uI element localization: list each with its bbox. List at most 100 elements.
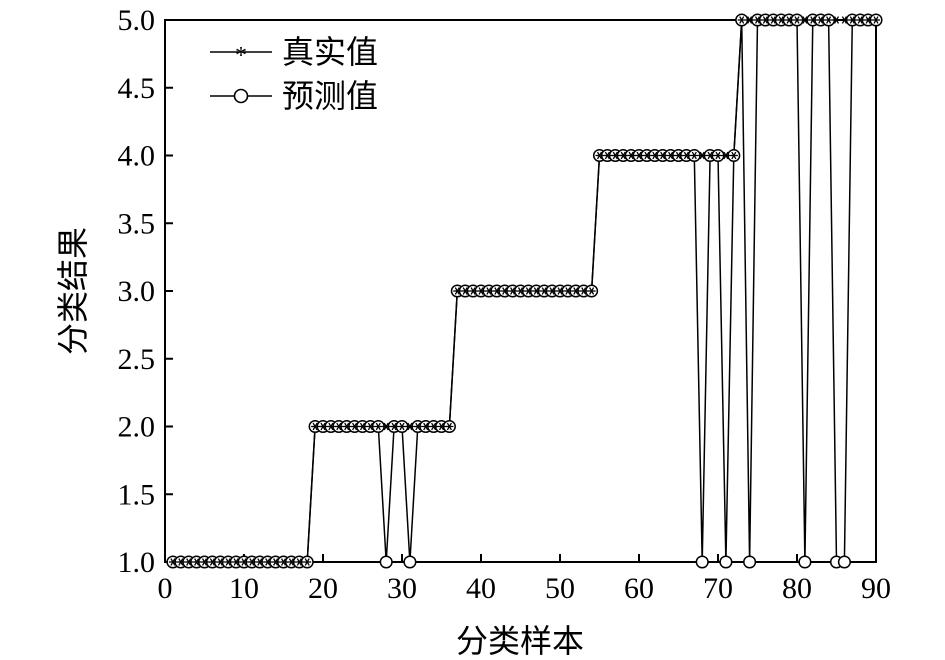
true-point [263, 558, 272, 566]
true-point [232, 558, 241, 566]
true-point [666, 151, 675, 160]
x-tick-label: 10 [229, 572, 259, 605]
true-point [477, 287, 485, 295]
true-point [500, 287, 509, 295]
true-point [587, 287, 596, 295]
true-point [279, 558, 288, 566]
true-point [856, 16, 865, 24]
true-point [240, 558, 248, 566]
true-point [619, 151, 628, 160]
true-point [271, 558, 280, 566]
true-point [840, 16, 849, 24]
predicted-point [837, 555, 851, 569]
true-point [864, 16, 873, 24]
legend-label-true: 真实值 [282, 34, 378, 70]
true-point [737, 16, 746, 24]
true-point [429, 422, 438, 431]
true-point [461, 287, 470, 295]
y-tick-label: 4.5 [118, 72, 156, 105]
x-axis-title: 分类样本 [456, 623, 584, 659]
true-point [682, 151, 691, 160]
x-tick-label: 50 [545, 572, 575, 605]
true-point [342, 422, 351, 431]
y-tick-label: 1.5 [118, 478, 156, 511]
true-point [224, 558, 233, 566]
x-tick-label: 80 [782, 572, 812, 605]
legend-entry-true: * 真实值 [210, 34, 378, 70]
true-point [421, 422, 430, 431]
legend-star-marker: * [235, 43, 247, 69]
true-point [508, 287, 517, 295]
y-tick-label: 1.0 [118, 546, 156, 579]
true-point [706, 151, 715, 160]
predicted-point [743, 555, 757, 569]
true-point [793, 16, 801, 24]
predicted-point [695, 555, 709, 569]
true-point [469, 287, 478, 295]
true-point [753, 16, 762, 24]
legend: * 真实值 预测值 [210, 34, 378, 114]
true-point [777, 16, 786, 24]
true-point [168, 558, 177, 566]
true-point [390, 422, 399, 431]
true-point [832, 16, 841, 24]
true-point [303, 558, 312, 566]
plot-area [166, 13, 883, 569]
true-point [184, 558, 193, 566]
true-point [579, 287, 588, 295]
true-point [674, 151, 683, 160]
true-point [192, 558, 201, 566]
true-point [635, 151, 643, 160]
true-point [311, 422, 320, 431]
predicted-point [403, 555, 417, 569]
true-point [176, 558, 185, 566]
x-tick-label: 30 [387, 572, 417, 605]
true-point [721, 151, 730, 160]
true-point [516, 287, 525, 295]
true-point [769, 16, 778, 24]
true-point [319, 422, 327, 431]
legend-entry-predicted: 预测值 [210, 78, 378, 114]
true-point [437, 422, 446, 431]
true-point [603, 151, 612, 160]
true-point [714, 151, 722, 160]
true-point [824, 16, 833, 24]
predicted-point [798, 555, 812, 569]
true-point [398, 422, 406, 431]
true-point [745, 16, 754, 24]
legend-label-predicted: 预测值 [282, 78, 378, 114]
true-point [571, 287, 580, 295]
y-axis: 1.0 1.5 2.0 2.5 3.0 3.5 4.0 4.5 5.0 [118, 4, 173, 579]
true-point [445, 422, 454, 431]
true-point [872, 16, 880, 24]
true-point [326, 422, 335, 431]
true-point [255, 558, 264, 566]
true-point [366, 422, 375, 431]
y-tick-label: 5.0 [118, 4, 156, 37]
x-tick-label: 70 [703, 572, 733, 605]
predicted-point [379, 555, 393, 569]
true-point [627, 151, 636, 160]
x-tick-label: 90 [861, 572, 891, 605]
true-point [492, 287, 501, 295]
true-point [295, 558, 304, 566]
predicted-point [719, 555, 733, 569]
true-point [208, 558, 217, 566]
true-point [563, 287, 572, 295]
y-tick-label: 3.5 [118, 207, 156, 240]
true-point [453, 287, 462, 295]
true-point [729, 151, 738, 160]
true-point [690, 151, 699, 160]
true-point [595, 151, 604, 160]
true-point [611, 151, 620, 160]
true-point [642, 151, 651, 160]
x-tick-label: 60 [624, 572, 654, 605]
true-point [816, 16, 825, 24]
true-point [405, 422, 414, 431]
true-point [382, 422, 391, 431]
true-point [484, 287, 493, 295]
true-point [532, 287, 541, 295]
true-point [761, 16, 770, 24]
true-point [658, 151, 667, 160]
